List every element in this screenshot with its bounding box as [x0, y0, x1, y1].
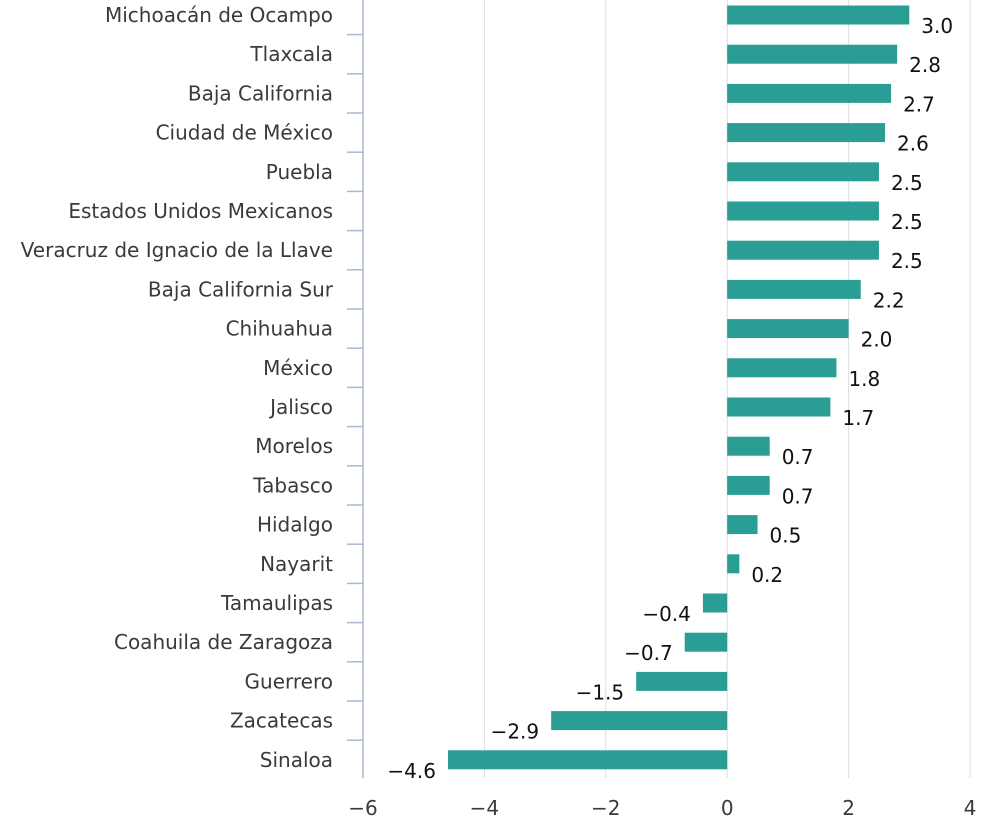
value-label: 2.8	[909, 53, 941, 77]
bar	[727, 358, 837, 378]
bar	[727, 5, 910, 25]
bar	[727, 319, 849, 339]
value-label: 0.7	[782, 484, 814, 508]
category-label: Estados Unidos Mexicanos	[68, 199, 333, 223]
category-label: Morelos	[255, 434, 333, 458]
bar	[636, 671, 728, 691]
x-tick-label: 2	[842, 796, 855, 820]
category-label: Guerrero	[245, 669, 333, 693]
bar	[727, 240, 879, 260]
value-label: 2.5	[891, 249, 923, 273]
value-label: −1.5	[576, 680, 625, 704]
value-label: 2.7	[903, 92, 935, 116]
value-label: 2.6	[897, 132, 929, 156]
bar	[727, 515, 758, 535]
bar	[727, 436, 770, 456]
category-label: Baja California Sur	[148, 277, 334, 301]
value-label: −0.7	[624, 641, 673, 665]
bar	[551, 711, 728, 731]
value-label: −0.4	[642, 602, 691, 626]
value-label: 2.5	[891, 210, 923, 234]
x-tick-labels: −6 −4 −2 0 2 4	[348, 796, 976, 820]
value-label: 0.5	[770, 524, 802, 548]
bar	[727, 162, 879, 182]
category-label: Michoacán de Ocampo	[105, 3, 333, 27]
category-label: Hidalgo	[257, 513, 333, 537]
category-label: Veracruz de Ignacio de la Llave	[21, 238, 333, 262]
category-labels: Michoacán de Ocampo Tlaxcala Baja Californ…	[21, 3, 334, 772]
bar	[727, 554, 740, 574]
value-label: 1.8	[848, 367, 880, 391]
value-label: 2.2	[873, 288, 905, 312]
category-label: Sinaloa	[260, 748, 333, 772]
value-label: 0.7	[782, 445, 814, 469]
category-label: Chihuahua	[226, 317, 333, 341]
value-label: 2.5	[891, 171, 923, 195]
bar	[727, 44, 898, 64]
category-label: Zacatecas	[230, 709, 333, 733]
value-label: −2.9	[491, 720, 540, 744]
bars	[447, 5, 910, 770]
bar	[684, 632, 728, 652]
bar	[727, 475, 770, 495]
category-label: Tabasco	[252, 473, 333, 497]
grid-lines	[483, 0, 971, 778]
category-label: Baja California	[188, 81, 333, 105]
bar	[727, 201, 879, 221]
category-label: Jalisco	[268, 395, 333, 419]
x-tick-label: 4	[964, 796, 977, 820]
bar	[702, 593, 728, 613]
category-label: Ciudad de México	[156, 121, 333, 145]
category-label: Nayarit	[260, 552, 333, 576]
category-label: México	[263, 356, 333, 380]
value-label: 3.0	[921, 14, 953, 38]
value-label: 2.0	[861, 328, 893, 352]
bar	[727, 123, 886, 143]
x-tick-label: −6	[348, 796, 377, 820]
category-label: Puebla	[266, 160, 333, 184]
value-label: −4.6	[387, 759, 436, 783]
x-tick-label: −2	[591, 796, 620, 820]
category-label: Tlaxcala	[249, 42, 333, 66]
bar	[727, 397, 831, 417]
value-label: 0.2	[751, 563, 783, 587]
value-label: 1.7	[842, 406, 874, 430]
bar	[727, 83, 892, 103]
x-tick-label: 0	[721, 796, 734, 820]
y-axis	[347, 0, 364, 778]
bar	[447, 750, 728, 770]
category-label: Coahuila de Zaragoza	[114, 630, 333, 654]
bar	[727, 279, 861, 299]
x-tick-label: −4	[470, 796, 499, 820]
value-labels: 3.0 2.8 2.7 2.6 2.5 2.5 2.5 2.2 2.0 1.8 1.7 0.7 0.7 0…	[387, 14, 953, 783]
category-label: Tamaulipas	[220, 591, 333, 615]
